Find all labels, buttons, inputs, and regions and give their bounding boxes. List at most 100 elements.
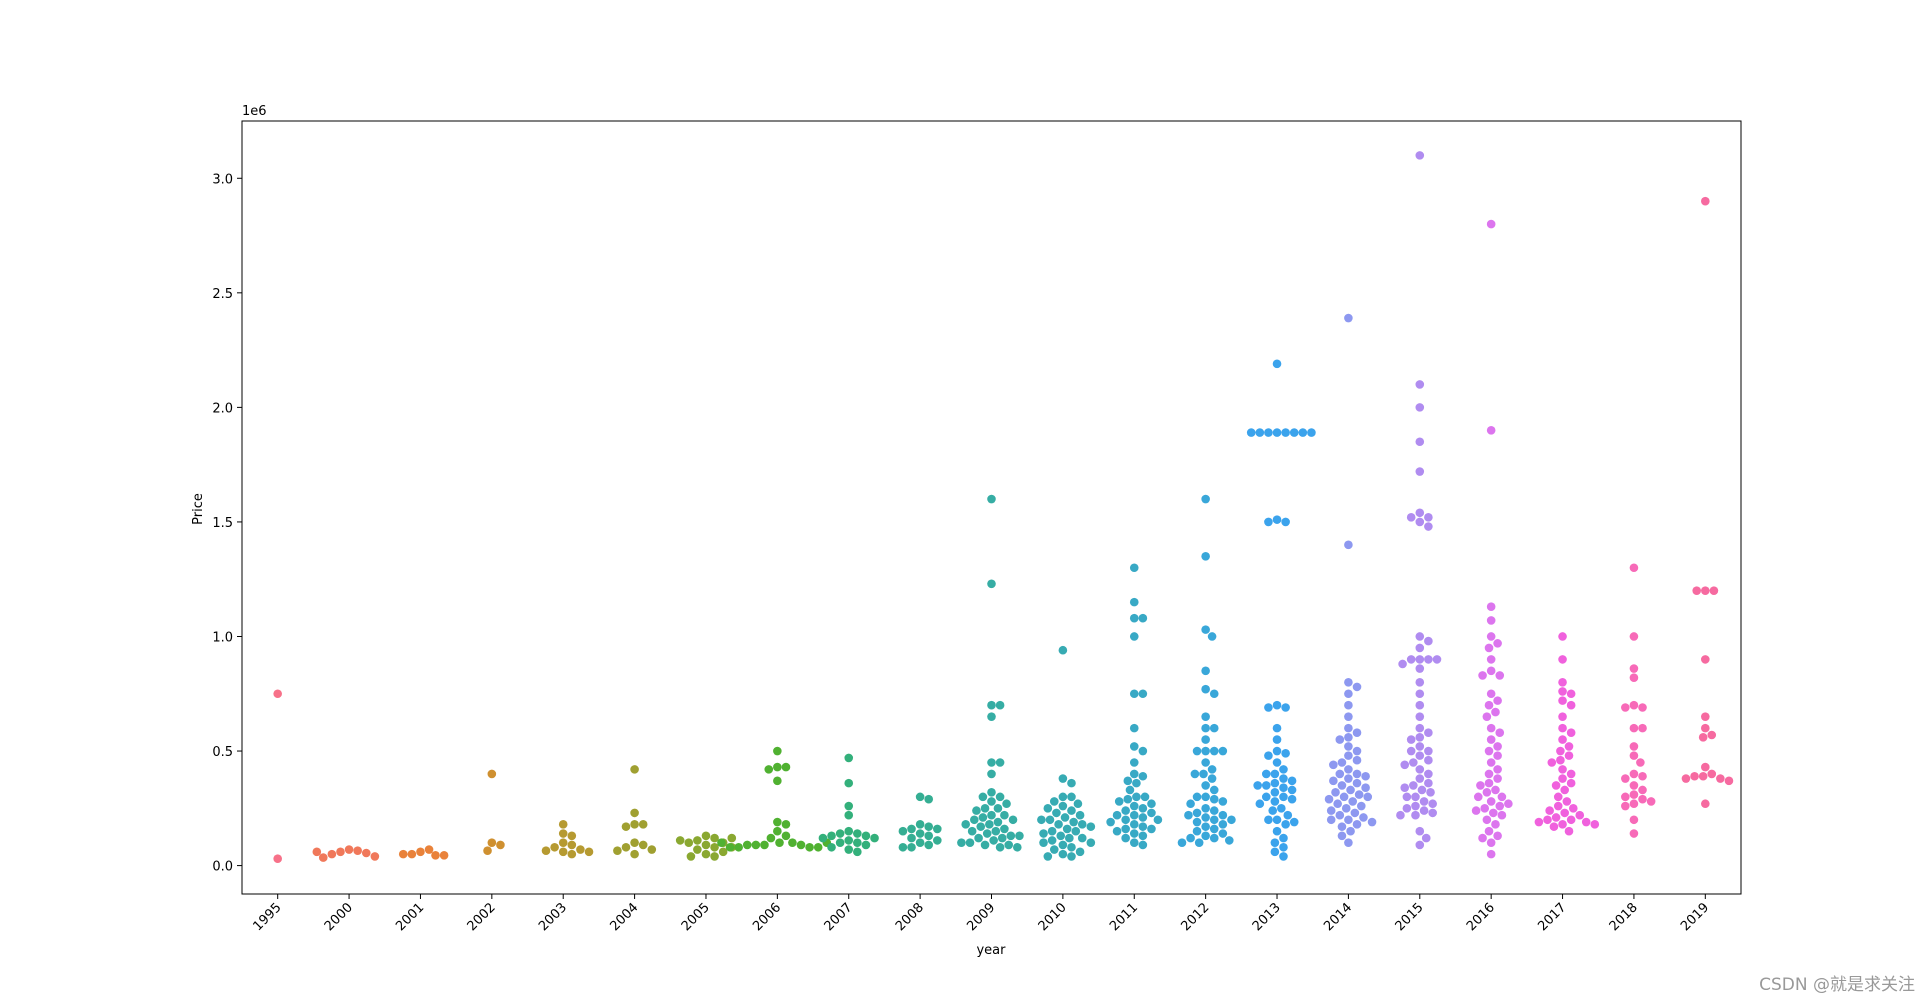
dot (1419, 806, 1429, 815)
dot (710, 842, 719, 852)
dot (1207, 774, 1217, 783)
dot (1484, 778, 1494, 788)
dot (1568, 804, 1578, 813)
dot (1140, 792, 1150, 802)
dot (1428, 808, 1437, 818)
dot (1471, 806, 1481, 815)
dot (818, 833, 828, 843)
dot (1701, 655, 1710, 664)
dot (1484, 643, 1494, 653)
dot (1419, 797, 1429, 806)
dot (870, 833, 879, 843)
dot (1209, 785, 1219, 795)
dot (1067, 806, 1076, 815)
dot (1255, 428, 1265, 437)
dot (1261, 769, 1271, 779)
dot (1486, 723, 1496, 733)
dot (1415, 723, 1425, 733)
dot (1424, 655, 1433, 664)
dot (1411, 810, 1420, 820)
dot (1192, 792, 1202, 802)
dot (701, 849, 711, 859)
dot (1707, 730, 1717, 740)
dot (1348, 797, 1358, 806)
dot (1562, 797, 1572, 806)
dot (1129, 613, 1139, 623)
dot (773, 826, 782, 836)
dot (1192, 746, 1202, 756)
dot (1344, 732, 1353, 742)
dot (1352, 728, 1362, 738)
dot (1192, 817, 1202, 827)
dot (924, 840, 934, 850)
dot (398, 849, 408, 859)
dot (1558, 655, 1567, 664)
dot (1341, 804, 1351, 813)
dot (725, 842, 735, 852)
dot (1415, 643, 1425, 653)
dot (318, 853, 328, 862)
dot (1264, 815, 1273, 825)
dot (987, 579, 996, 589)
dot (1701, 586, 1710, 595)
y-tick-label: 1.5 (212, 516, 233, 531)
dot (1270, 797, 1280, 806)
dot (1638, 771, 1647, 781)
dot (1329, 760, 1338, 770)
dot (1279, 842, 1288, 852)
dot (982, 829, 992, 838)
dot (1184, 810, 1193, 820)
dot (978, 792, 988, 802)
x-tick-label: 2005 (679, 900, 713, 934)
dot (898, 826, 908, 836)
dot (1337, 758, 1347, 767)
dot (638, 840, 648, 850)
dot (1396, 810, 1405, 820)
dot (1566, 778, 1576, 788)
dot (1558, 735, 1567, 744)
dot (1354, 790, 1364, 799)
dot (1138, 831, 1148, 841)
dot (987, 769, 996, 779)
dot (693, 836, 702, 845)
dot (1000, 810, 1009, 820)
dot (1344, 838, 1353, 847)
dot (1629, 751, 1639, 760)
dot (1352, 769, 1362, 779)
dot (1201, 666, 1210, 676)
dot (1415, 700, 1425, 710)
dot (1709, 586, 1719, 595)
dot (1069, 817, 1078, 827)
dot (1129, 810, 1139, 820)
dot (1209, 746, 1219, 756)
dot (1646, 797, 1656, 806)
dot (1357, 801, 1366, 811)
dot (853, 829, 862, 838)
dot (1400, 783, 1410, 792)
dot (1486, 219, 1496, 229)
dot (1049, 845, 1059, 854)
dot (1058, 801, 1068, 811)
dot (1129, 563, 1139, 573)
y-tick-label: 0.0 (212, 860, 233, 875)
dot (1006, 831, 1016, 841)
dot (1352, 746, 1362, 756)
dot (1270, 787, 1280, 797)
dot (1415, 689, 1425, 699)
dot (1415, 508, 1425, 518)
dot (353, 846, 362, 855)
dot (550, 842, 559, 852)
dot (1424, 522, 1433, 531)
dot (1558, 632, 1567, 641)
dot (1590, 820, 1600, 829)
dot (1638, 723, 1647, 733)
dot (773, 817, 782, 827)
dot (1707, 769, 1717, 779)
dot (1255, 799, 1265, 809)
dot (1039, 838, 1048, 847)
dot (1629, 673, 1639, 683)
dot (613, 846, 622, 855)
y-tick-label: 3.0 (212, 172, 233, 187)
dot (1192, 808, 1202, 818)
dot (1344, 774, 1353, 783)
